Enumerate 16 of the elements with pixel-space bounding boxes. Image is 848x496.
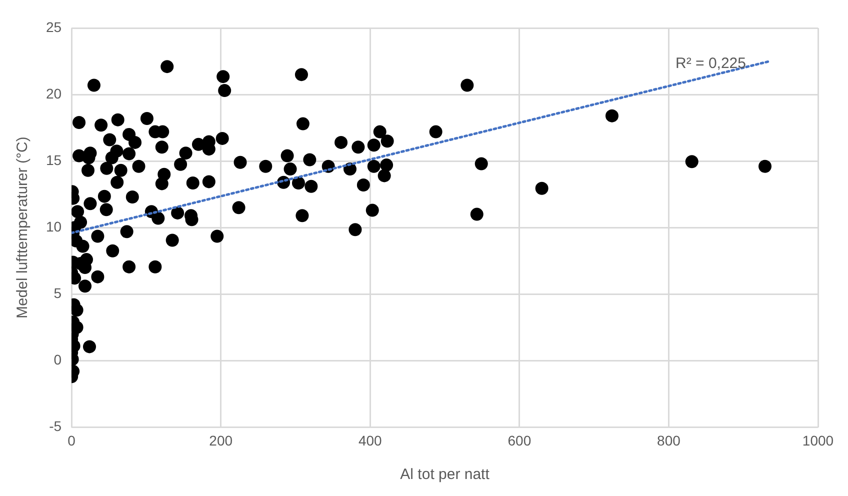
y-tick-label: 10 xyxy=(46,218,62,234)
y-tick-label: -5 xyxy=(49,418,62,434)
y-tick-label: 15 xyxy=(46,152,62,168)
x-tick-label: 400 xyxy=(358,432,382,448)
y-tick-label: 20 xyxy=(46,85,62,102)
y-tick-label: 0 xyxy=(54,352,62,368)
x-tick-label: 0 xyxy=(68,432,76,448)
y-tick-label: 5 xyxy=(54,284,62,301)
annotation: R² = 0,225 xyxy=(676,55,746,72)
x-tick-label: 200 xyxy=(209,432,233,448)
y-tick-label: 25 xyxy=(46,18,62,35)
y-axis-title: Medel lufttemperaturer (°C) xyxy=(14,136,32,319)
x-axis-title: Al tot per natt xyxy=(400,466,490,484)
x-tick-label: 800 xyxy=(657,432,681,448)
x-tick-label: 600 xyxy=(508,432,532,448)
x-tick-label: 1000 xyxy=(802,432,834,448)
